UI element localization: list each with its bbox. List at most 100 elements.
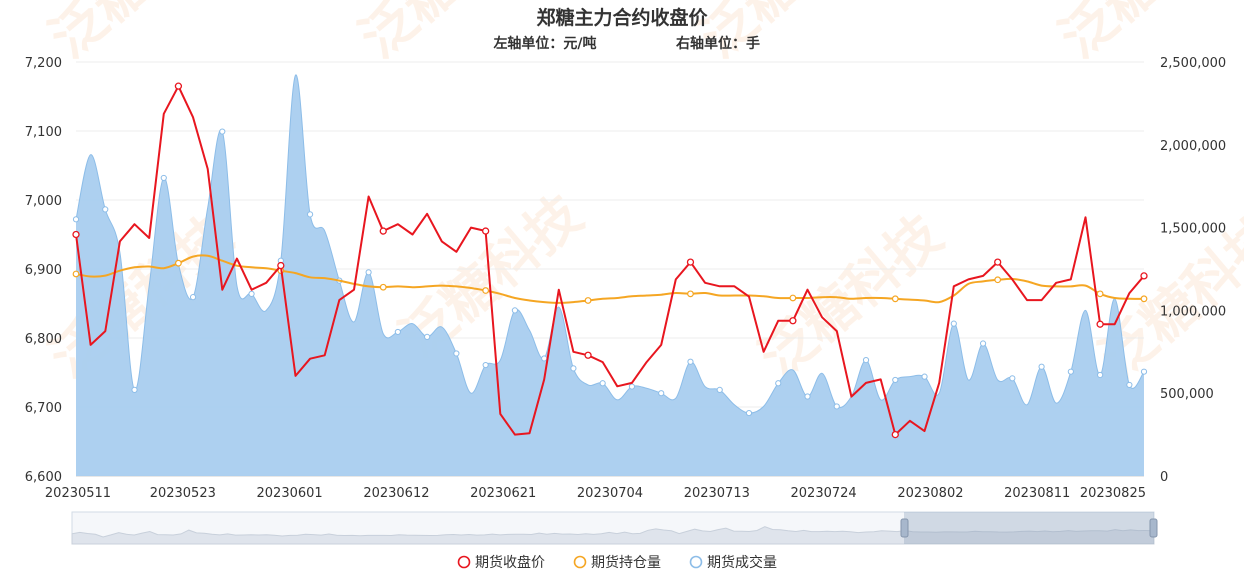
open-interest-point: [994, 276, 1002, 284]
volume-point: [365, 269, 372, 276]
zoom-handle-left[interactable]: [900, 518, 909, 538]
x-tick-label: 20230724: [791, 486, 857, 501]
volume-point: [102, 206, 109, 213]
volume-point: [1140, 368, 1148, 375]
right-y-axis: 0 500,000 1,000,000 1,500,000 2,000,000 2,500…: [1160, 56, 1226, 485]
x-tick-label: 20230825: [1080, 486, 1146, 501]
right-y-tick-label: 0: [1160, 470, 1168, 485]
x-tick-label: 20230802: [897, 486, 963, 501]
close-price-point: [584, 351, 592, 359]
volume-point: [1126, 381, 1133, 389]
close-price-series-line: [75, 85, 1145, 436]
legend-marker: [573, 555, 587, 569]
x-tick-label: 20230612: [363, 486, 429, 501]
close-price-point: [277, 261, 285, 270]
x-axis: 20230511 20230523 20230601 20230612 20230621…: [45, 486, 1146, 501]
watermark-text: 泛糖科技: [688, 0, 894, 70]
x-tick-label: 20230811: [1004, 486, 1070, 501]
volume-point: [424, 333, 431, 340]
volume-point: [599, 380, 606, 387]
right-y-tick-label: 1,000,000: [1160, 304, 1226, 319]
volume-point: [950, 320, 957, 327]
open-interest-point: [1096, 290, 1104, 298]
legend-label: 期货成交量: [707, 554, 777, 571]
left-y-tick-label: 6,700: [25, 401, 62, 416]
zoom-preview: [71, 526, 1155, 545]
volume-point: [189, 294, 197, 301]
watermark-text: 泛糖科技: [348, 0, 554, 70]
x-tick-label: 20230713: [684, 486, 750, 501]
zoom-selected-range[interactable]: [904, 512, 1154, 544]
volume-point: [862, 356, 870, 364]
close-price-point: [1096, 320, 1104, 328]
volume-point: [1067, 368, 1074, 375]
open-interest-point: [72, 270, 80, 278]
volume-point: [72, 216, 80, 223]
left-axis-unit: 左轴单位：元/吨: [492, 35, 596, 52]
chart-title: 郑糖主力合约收盘价: [536, 6, 708, 29]
volume-point: [482, 361, 489, 369]
right-y-tick-label: 500,000: [1160, 387, 1214, 402]
volume-point: [775, 380, 782, 387]
volume-point: [658, 390, 665, 397]
right-y-tick-label: 1,500,000: [1160, 222, 1226, 237]
watermark-text: 泛糖科技: [38, 0, 244, 70]
close-price-point: [686, 258, 695, 266]
volume-point: [892, 376, 899, 384]
volume-point: [687, 358, 694, 365]
zoom-handle-right[interactable]: [1149, 518, 1158, 538]
open-interest-point: [379, 283, 387, 291]
volume-point: [1097, 371, 1104, 379]
data-zoom-slider[interactable]: [71, 511, 1158, 545]
left-y-tick-label: 7,200: [25, 56, 62, 71]
right-y-tick-label: 2,500,000: [1160, 56, 1226, 71]
open-interest-series-line: [75, 254, 1145, 304]
x-tick-label: 20230621: [470, 486, 536, 501]
open-interest-point: [584, 297, 592, 304]
legend-marker: [457, 555, 471, 569]
legend-marker: [689, 555, 703, 569]
x-tick-label: 20230523: [150, 486, 216, 501]
x-tick-label: 20230704: [577, 486, 643, 501]
plot-area: [72, 74, 1148, 477]
volume-point: [248, 290, 255, 297]
volume-point: [921, 373, 928, 380]
left-y-tick-label: 6,900: [25, 263, 62, 278]
x-tick-label: 20230601: [257, 486, 323, 501]
close-price-point: [1140, 272, 1148, 280]
left-y-axis: 6,600 6,700 6,800 6,900 7,000 7,100 7,200: [25, 56, 62, 485]
legend-label: 期货收盘价: [475, 554, 545, 571]
close-price-point: [481, 227, 490, 235]
close-price-point: [891, 430, 899, 439]
x-tick-label: 20230511: [45, 486, 111, 501]
left-y-tick-label: 6,800: [25, 332, 62, 347]
volume-area: [76, 74, 1144, 477]
legend-label: 期货持仓量: [591, 554, 661, 571]
volume-point: [716, 386, 723, 393]
volume-point: [628, 383, 636, 390]
close-price-point: [72, 230, 80, 239]
close-price-point: [994, 258, 1002, 266]
volume-point: [979, 340, 987, 347]
volume-point: [219, 128, 226, 135]
left-y-tick-label: 7,100: [25, 125, 62, 140]
right-y-tick-label: 2,000,000: [1160, 139, 1226, 154]
volume-point: [570, 365, 577, 372]
watermark-text: 泛糖科技: [748, 203, 954, 390]
close-price-point: [379, 227, 387, 235]
open-interest-point: [891, 295, 899, 303]
volume-point: [1009, 375, 1016, 382]
open-interest-point: [482, 287, 490, 294]
open-interest-point: [175, 259, 182, 267]
volume-point: [453, 350, 460, 357]
volume-series-line: [75, 74, 1145, 414]
left-y-tick-label: 6,600: [25, 470, 62, 485]
left-y-tick-label: 7,000: [25, 194, 62, 209]
right-axis-unit: 右轴单位：手: [675, 35, 760, 52]
open-interest-point: [789, 294, 797, 302]
open-interest-point: [1140, 295, 1148, 303]
volume-point: [160, 174, 167, 182]
volume-point: [511, 307, 519, 314]
close-price-point: [789, 317, 797, 325]
